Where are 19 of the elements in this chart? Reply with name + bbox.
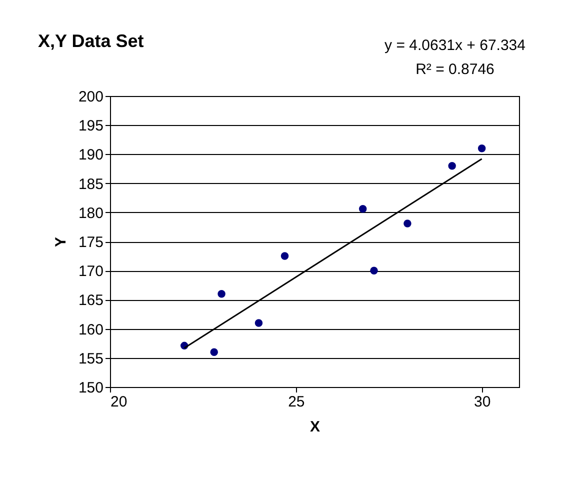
y-tick-label: 200 [78,88,104,106]
x-tick-label: 30 [474,394,491,410]
y-tick-label: 195 [78,118,104,135]
text: R² = 0.8746 [416,61,494,78]
y-tick-label: 160 [78,321,104,338]
y-tick-label: 185 [78,176,104,193]
y-tick-label: 165 [78,292,104,310]
x-tick-label: 20 [110,394,128,410]
y-tick-label: 150 [78,380,104,396]
x-tick-label: 25 [288,394,305,410]
text: y = 4.0631x + 67.334 [384,37,526,54]
y-tick-label: 180 [78,204,104,222]
x-axis-title: X [310,418,320,436]
y-tick-label: 175 [78,234,104,251]
y-tick-label: 190 [78,146,104,164]
chart-title: X,Y Data Set [38,31,144,51]
y-tick-label: 155 [78,350,104,368]
y-axis-title: Y [52,236,70,248]
y-tick-label: 170 [78,263,104,280]
